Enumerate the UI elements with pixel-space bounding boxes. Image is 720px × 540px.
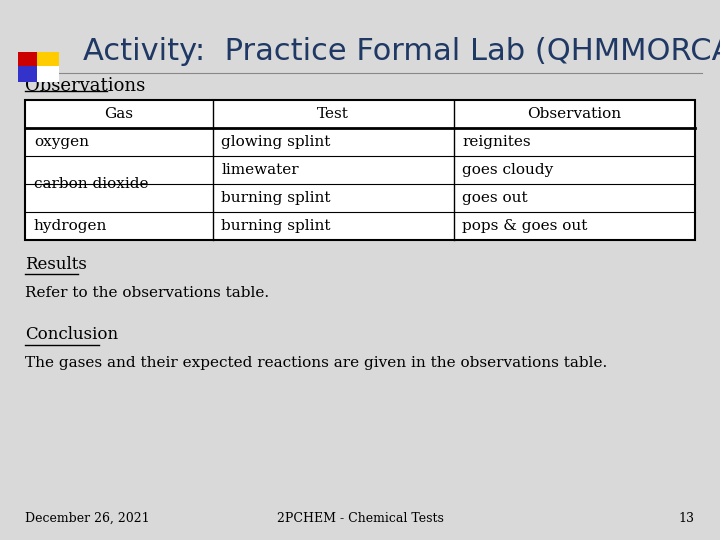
Text: hydrogen: hydrogen xyxy=(34,219,107,233)
Text: Activity:  Practice Formal Lab (QHMMORCA): Activity: Practice Formal Lab (QHMMORCA) xyxy=(83,37,720,66)
Text: Refer to the observations table.: Refer to the observations table. xyxy=(25,286,269,300)
Text: goes out: goes out xyxy=(462,191,528,205)
Text: pops & goes out: pops & goes out xyxy=(462,219,588,233)
Text: limewater: limewater xyxy=(221,163,299,177)
Text: December 26, 2021: December 26, 2021 xyxy=(25,512,150,525)
Text: Test: Test xyxy=(318,107,349,121)
Text: burning splint: burning splint xyxy=(221,219,330,233)
Text: Gas: Gas xyxy=(104,107,133,121)
Text: goes cloudy: goes cloudy xyxy=(462,163,554,177)
Text: carbon dioxide: carbon dioxide xyxy=(34,177,148,191)
Text: Conclusion: Conclusion xyxy=(25,326,118,343)
Text: burning splint: burning splint xyxy=(221,191,330,205)
Text: oxygen: oxygen xyxy=(34,135,89,149)
Text: The gases and their expected reactions are given in the observations table.: The gases and their expected reactions a… xyxy=(25,356,608,370)
Text: 2PCHEM - Chemical Tests: 2PCHEM - Chemical Tests xyxy=(276,512,444,525)
Text: 13: 13 xyxy=(679,512,695,525)
Text: reignites: reignites xyxy=(462,135,531,149)
Text: Observations: Observations xyxy=(25,77,145,96)
Text: glowing splint: glowing splint xyxy=(221,135,330,149)
Text: Results: Results xyxy=(25,256,87,273)
Text: Observation: Observation xyxy=(527,107,621,121)
